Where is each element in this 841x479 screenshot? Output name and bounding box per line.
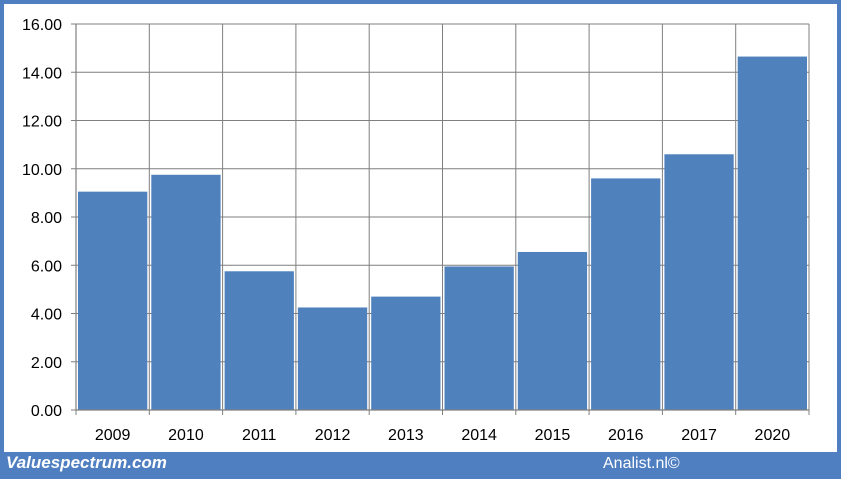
- x-tick-label: 2020: [755, 427, 791, 444]
- y-tick-label: 10.00: [22, 162, 62, 179]
- x-tick-label: 2009: [95, 427, 131, 444]
- bar-2012: [297, 307, 368, 410]
- y-tick-label: 8.00: [31, 210, 62, 227]
- x-tick-label: 2016: [608, 427, 644, 444]
- x-tick-label: 2012: [315, 427, 351, 444]
- y-tick-label: 4.00: [31, 307, 62, 324]
- y-tick-label: 0.00: [31, 403, 62, 420]
- x-tick-label: 2017: [681, 427, 717, 444]
- x-tick-label: 2014: [461, 427, 497, 444]
- credit-label: Analist.nl©: [603, 455, 680, 472]
- bar-2014: [444, 266, 514, 410]
- x-tick-label: 2013: [388, 427, 424, 444]
- bar-2013: [371, 296, 441, 410]
- x-tick-label: 2011: [242, 427, 277, 444]
- x-tick-label: 2010: [168, 427, 204, 444]
- y-tick-label: 12.00: [22, 114, 62, 131]
- bar-2017: [664, 154, 734, 410]
- y-tick-label: 2.00: [31, 355, 62, 372]
- bar-2011: [224, 271, 294, 410]
- bar-2020: [737, 56, 807, 410]
- bar-2010: [151, 174, 221, 410]
- bar-2015: [517, 251, 588, 410]
- y-tick-label: 16.00: [22, 17, 62, 34]
- brand-label: Valuespectrum.com: [6, 453, 167, 472]
- x-tick-label: 2015: [535, 427, 571, 444]
- y-tick-label: 6.00: [31, 258, 62, 275]
- bar-2009: [78, 191, 148, 410]
- bar-2016: [591, 178, 661, 410]
- y-tick-label: 14.00: [22, 65, 62, 82]
